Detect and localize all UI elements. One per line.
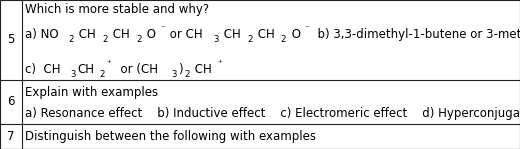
- Text: ⁻: ⁻: [160, 25, 164, 34]
- Text: Which is more stable and why?: Which is more stable and why?: [25, 3, 209, 16]
- Text: O: O: [143, 28, 156, 41]
- Text: 2: 2: [247, 35, 252, 44]
- Text: CH: CH: [254, 28, 275, 41]
- Text: 2: 2: [68, 35, 74, 44]
- Text: b) 3,3-dimethyl-1-butene or 3-methyl-1-pentene: b) 3,3-dimethyl-1-butene or 3-methyl-1-p…: [310, 28, 520, 41]
- Text: CH: CH: [109, 28, 130, 41]
- Text: ⁺: ⁺: [107, 59, 111, 68]
- Text: 3: 3: [71, 70, 76, 79]
- Text: 2: 2: [281, 35, 287, 44]
- Text: Distinguish between the following with examples: Distinguish between the following with e…: [25, 130, 316, 143]
- Text: ⁺: ⁺: [218, 59, 223, 68]
- Text: a) Resonance effect    b) Inductive effect    c) Electromeric effect    d) Hyper: a) Resonance effect b) Inductive effect …: [25, 107, 520, 121]
- Text: 3: 3: [171, 70, 176, 79]
- Text: CH: CH: [78, 63, 95, 76]
- Text: CH: CH: [220, 28, 241, 41]
- Text: 2: 2: [100, 70, 105, 79]
- Text: or CH: or CH: [166, 28, 202, 41]
- Text: ⁻: ⁻: [305, 25, 309, 34]
- Text: 2: 2: [184, 70, 189, 79]
- Text: c)  CH: c) CH: [25, 63, 60, 76]
- Text: ): ): [178, 63, 183, 76]
- Text: O: O: [288, 28, 301, 41]
- Text: CH: CH: [75, 28, 96, 41]
- Text: 5: 5: [7, 33, 15, 46]
- Text: Explain with examples: Explain with examples: [25, 86, 158, 98]
- Text: 6: 6: [7, 95, 15, 108]
- Text: or (CH: or (CH: [113, 63, 158, 76]
- Text: 7: 7: [7, 130, 15, 143]
- Text: 2: 2: [102, 35, 108, 44]
- Text: CH: CH: [191, 63, 212, 76]
- Text: 2: 2: [136, 35, 141, 44]
- Text: 3: 3: [213, 35, 218, 44]
- Text: a) NO: a) NO: [25, 28, 59, 41]
